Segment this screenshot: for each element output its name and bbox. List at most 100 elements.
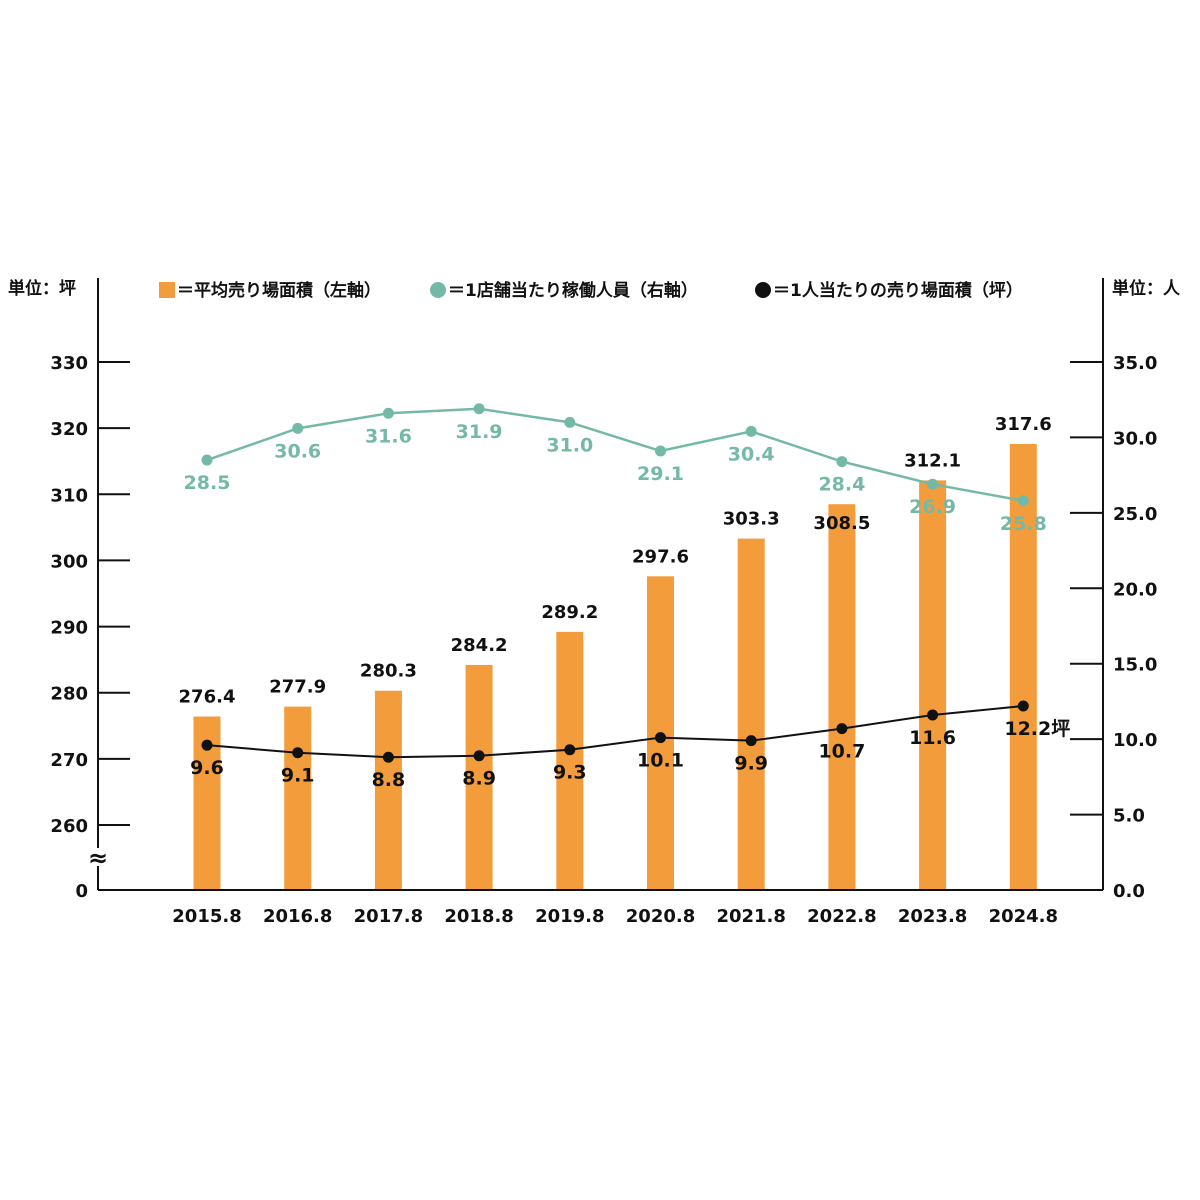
staff-value-label: 31.9 — [456, 421, 503, 443]
legend: ＝平均売り場面積（左軸） ＝1店舗当たり稼働人員（右軸） ＝1人当たりの売り場面積（… — [159, 280, 1023, 301]
staff-value-label: 31.0 — [546, 434, 593, 456]
left-tick-label: 320 — [50, 419, 88, 440]
legend-label-staff: ＝1店舗当たり稼働人員（右軸） — [448, 280, 698, 301]
axes: 単位：坪 単位：人 330 320 310 300 290 280 270 260 0≈35.0… — [8, 278, 1181, 927]
staff-point — [473, 403, 485, 415]
staff-point — [564, 416, 576, 428]
legend-label-bars: ＝平均売り場面積（左軸） — [177, 280, 381, 301]
right-tick-label: 0.0 — [1113, 881, 1145, 902]
per-person-point — [473, 750, 485, 762]
right-tick-label: 35.0 — [1113, 353, 1157, 374]
per-person-value-label: 8.8 — [372, 769, 406, 791]
x-tick-label: 2024.8 — [989, 906, 1058, 927]
staff-point — [292, 422, 304, 434]
x-tick-label: 2022.8 — [807, 906, 876, 927]
bar-value-label: 284.2 — [451, 635, 508, 656]
bar-value-label: 312.1 — [904, 450, 961, 471]
bar — [374, 690, 402, 890]
x-tick-label: 2023.8 — [898, 906, 967, 927]
per-person-value-label: 10.1 — [637, 750, 684, 772]
staff-point — [745, 425, 757, 437]
per-person-point — [292, 747, 304, 759]
right-tick-label: 15.0 — [1113, 655, 1157, 676]
left-tick-label: 270 — [50, 750, 88, 771]
x-tick-label: 2016.8 — [263, 906, 332, 927]
legend-label-per-person: ＝1人当たりの売り場面積（坪） — [773, 280, 1023, 301]
staff-point — [1017, 495, 1029, 507]
bar — [828, 504, 856, 890]
left-tick-label: 300 — [50, 551, 88, 572]
right-tick-label: 25.0 — [1113, 504, 1157, 525]
per-person-value-label: 11.6 — [909, 727, 956, 749]
x-tick-label: 2018.8 — [444, 906, 513, 927]
per-person-point — [745, 735, 757, 747]
bar — [737, 538, 765, 890]
right-tick-label: 5.0 — [1113, 806, 1145, 827]
staff-point — [655, 445, 666, 457]
staff-value-label: 26.9 — [909, 496, 956, 518]
bar — [1009, 444, 1037, 890]
per-person-point — [382, 751, 394, 763]
axis-break-gap — [88, 848, 108, 866]
per-person-value-label: 8.9 — [462, 768, 496, 790]
staff-point — [382, 407, 394, 419]
bar-value-label: 308.5 — [813, 513, 870, 534]
right-tick-label: 20.0 — [1113, 579, 1157, 600]
per-person-point — [927, 709, 939, 721]
right-tick-label: 30.0 — [1113, 428, 1157, 449]
left-tick-label-zero: 0 — [75, 881, 88, 902]
legend-swatch-staff — [430, 282, 446, 298]
left-tick-label: 310 — [50, 485, 88, 506]
lines — [201, 403, 1029, 763]
per-person-line — [206, 704, 1024, 759]
staff-value-label: 28.4 — [818, 474, 865, 496]
x-tick-label: 2021.8 — [716, 906, 785, 927]
per-person-value-label: 12.2坪 — [1004, 718, 1070, 740]
data-labels: 276.4 277.9 280.3 284.2 289.2 297.6 303.3 308.5… — [179, 414, 1071, 791]
bar — [556, 631, 584, 890]
x-tick-label: 2017.8 — [354, 906, 423, 927]
staff-value-label: 30.4 — [728, 443, 775, 465]
left-tick-label: 330 — [50, 353, 88, 374]
bar — [465, 664, 493, 890]
staff-value-label: 29.1 — [637, 463, 684, 485]
bar-value-label: 277.9 — [269, 677, 326, 698]
x-tick-label: 2015.8 — [172, 906, 241, 927]
bar-value-label: 297.6 — [632, 546, 689, 567]
legend-swatch-per-person — [755, 282, 771, 298]
per-person-point — [201, 739, 213, 751]
staff-point — [836, 456, 848, 468]
left-tick-label: 290 — [50, 618, 88, 639]
bar-value-label: 303.3 — [723, 509, 780, 530]
staff-value-label: 28.5 — [184, 472, 231, 494]
bar — [284, 706, 312, 890]
bar-value-label: 276.4 — [179, 687, 236, 708]
per-person-point — [836, 723, 848, 735]
left-unit-label: 単位：坪 — [8, 278, 76, 299]
staff-point — [927, 478, 939, 490]
tick-marks — [98, 361, 1103, 826]
per-person-value-label: 9.6 — [190, 757, 224, 779]
bars — [193, 444, 1037, 890]
right-unit-label: 単位：人 — [1112, 278, 1181, 299]
bar — [919, 480, 947, 890]
bar-value-label: 317.6 — [995, 414, 1052, 435]
bar-value-label: 289.2 — [541, 602, 598, 623]
axis-break-icon: ≈ — [88, 844, 108, 872]
per-person-point — [564, 744, 576, 756]
x-tick-label: 2019.8 — [535, 906, 604, 927]
per-person-value-label: 10.7 — [818, 741, 865, 763]
legend-swatch-bars — [159, 282, 175, 298]
per-person-point — [1017, 700, 1029, 712]
per-person-value-label: 9.9 — [734, 753, 768, 775]
staff-value-label: 30.6 — [274, 440, 321, 462]
right-tick-label: 10.0 — [1113, 730, 1157, 751]
per-person-value-label: 9.3 — [553, 762, 587, 784]
staff-line — [206, 407, 1024, 503]
per-person-point — [655, 732, 666, 744]
staff-value-label: 31.6 — [365, 425, 412, 447]
left-tick-label: 280 — [50, 684, 88, 705]
x-tick-label: 2020.8 — [626, 906, 695, 927]
staff-value-label: 25.8 — [1000, 513, 1047, 535]
